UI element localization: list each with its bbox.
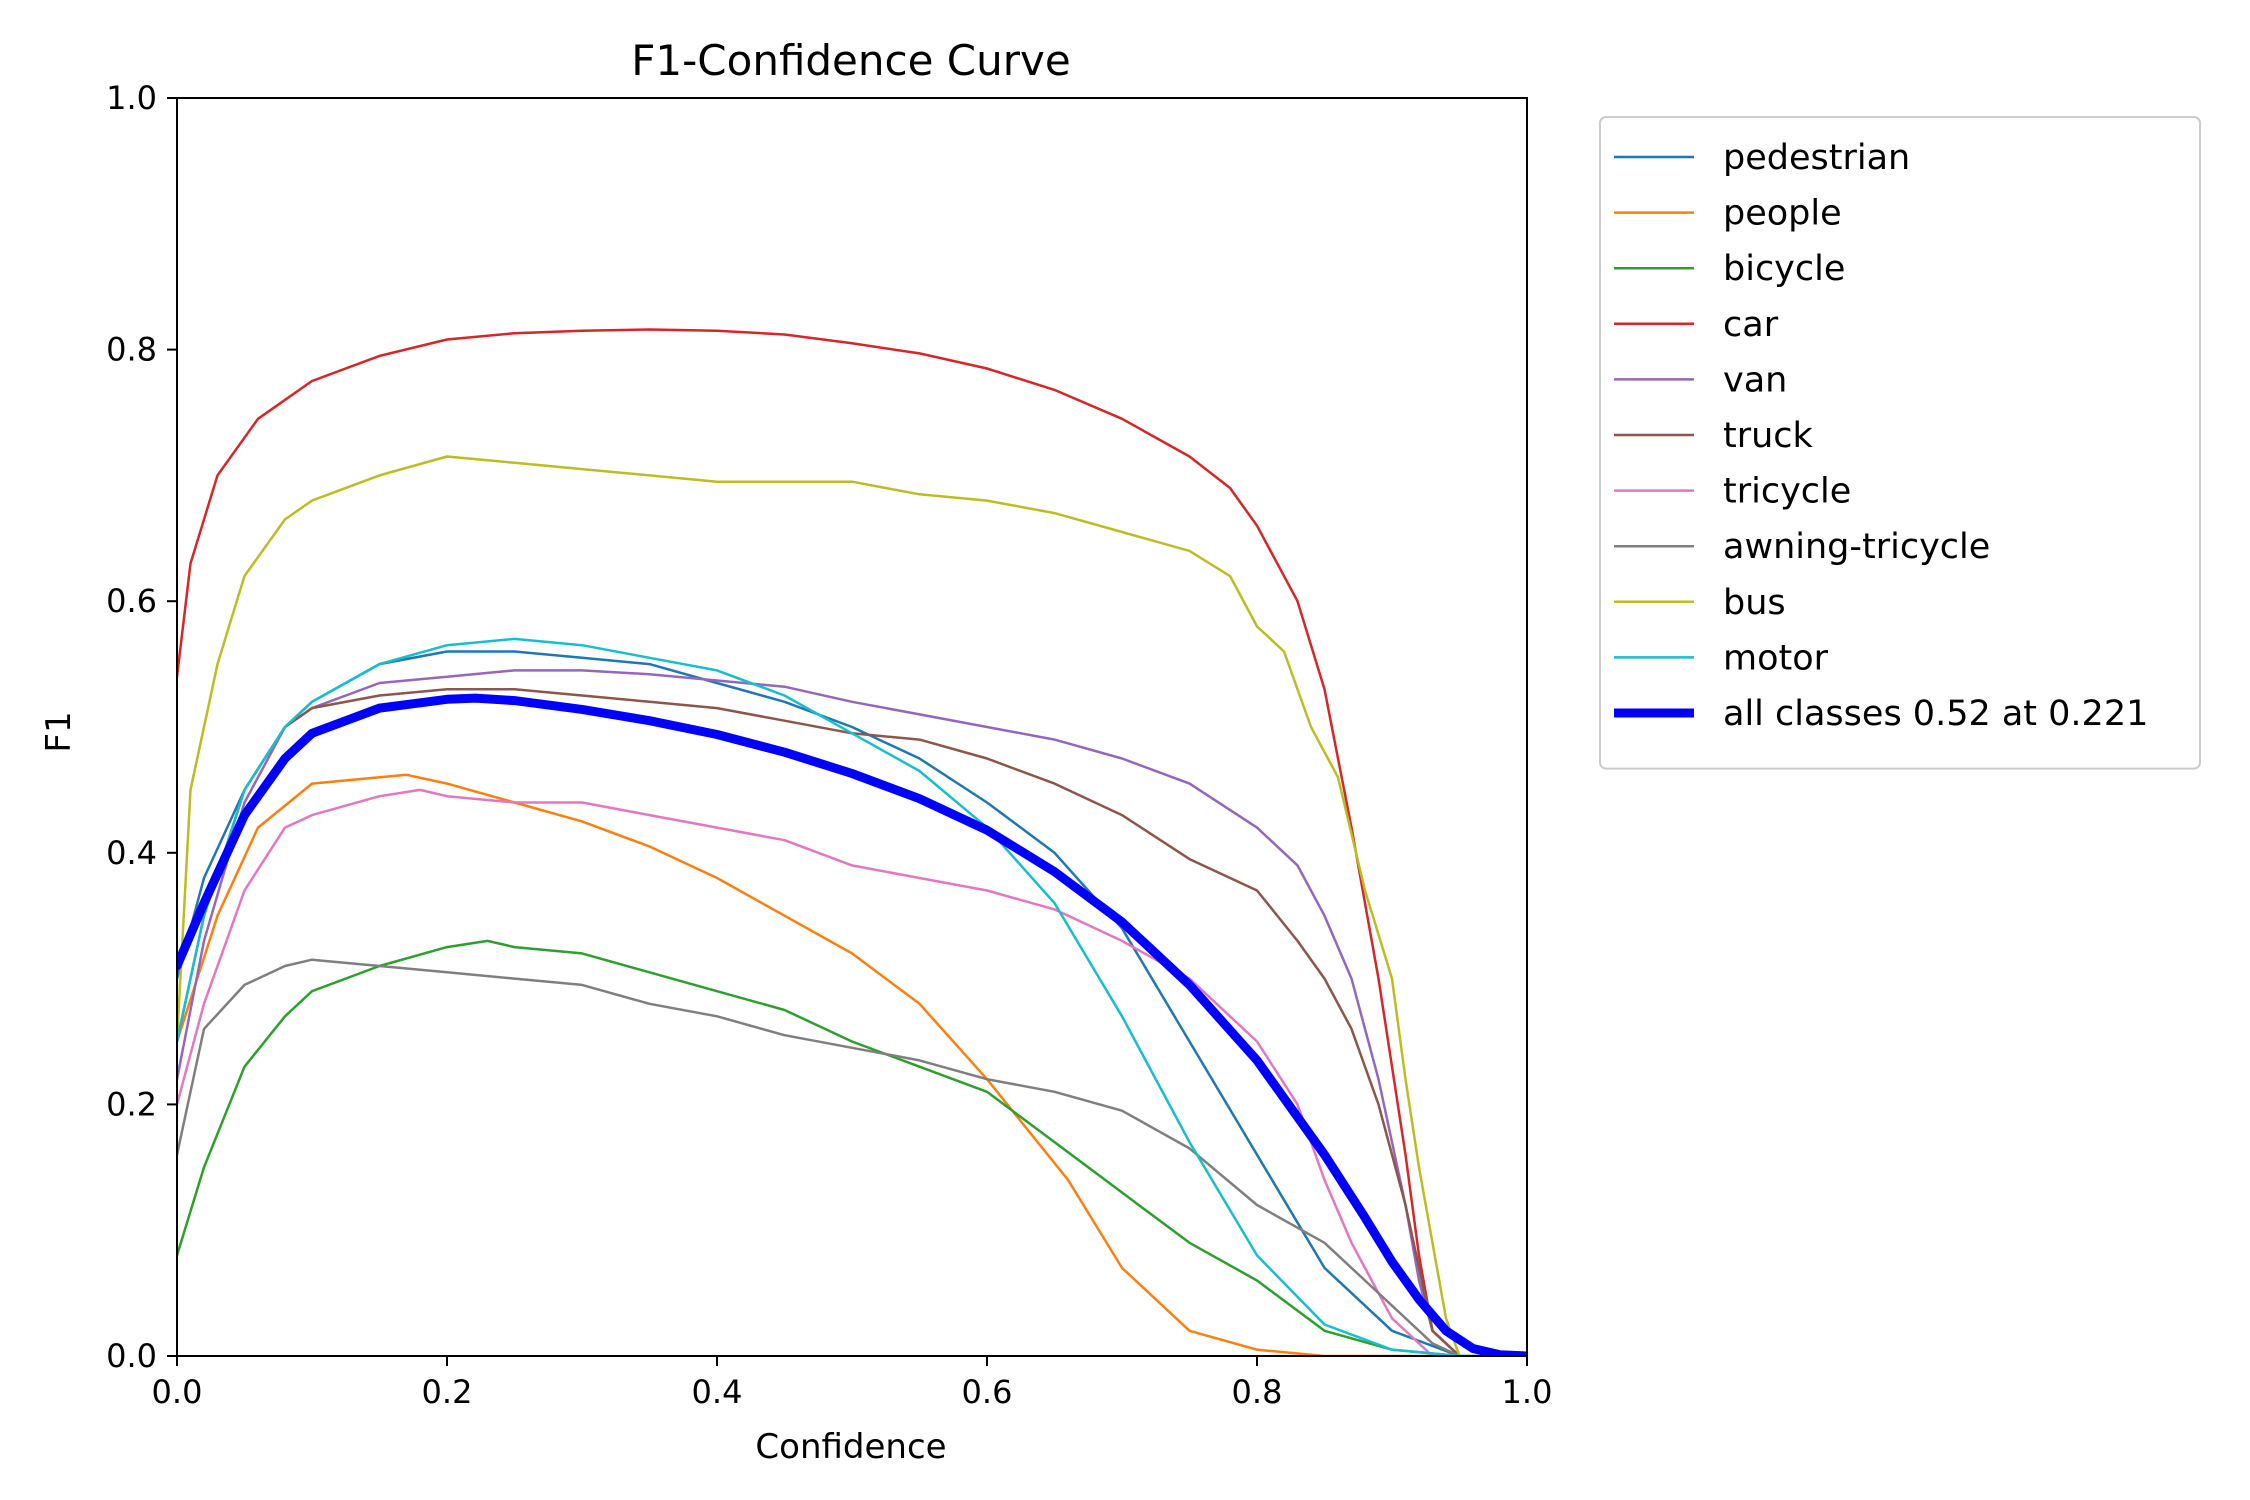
series-line-motor [177, 637, 1527, 1356]
legend-entry: bicycle [1723, 249, 1845, 289]
plot-frame [176, 97, 1528, 1357]
legend-entry: motor [1723, 638, 1829, 678]
legend-entry: truck [1723, 416, 1814, 456]
series-line-bicycle [177, 939, 1527, 1356]
x-tick-label: 0.0 [152, 1373, 203, 1411]
legend-entry: van [1723, 360, 1787, 400]
legend-box [1599, 116, 2201, 770]
series-line-all [177, 693, 1527, 1356]
legend-entry: people [1723, 194, 1842, 234]
series-line-tricycle [177, 788, 1527, 1356]
x-axis-ticks: 0.0 0.2 0.4 0.6 0.8 1.0 [152, 1356, 1553, 1411]
series-line-car [177, 328, 1527, 1356]
y-tick-label: 0.0 [106, 1337, 157, 1375]
x-tick-label: 0.6 [962, 1373, 1013, 1411]
y-tick-label: 0.8 [106, 331, 157, 369]
plot-area [176, 97, 1528, 1357]
legend-entry: tricycle [1723, 472, 1851, 512]
y-tick-label: 1.0 [106, 79, 157, 117]
legend-entry: car [1723, 305, 1779, 345]
x-tick-label: 0.4 [692, 1373, 743, 1411]
series-line-awning-tricycle [177, 958, 1527, 1356]
chart-title: F1-Confidence Curve [631, 36, 1070, 85]
legend-entry: bus [1723, 583, 1786, 623]
legend: pedestrian people bicycle car van truck tricyc… [1599, 116, 2201, 770]
x-tick-label: 0.8 [1232, 1373, 1283, 1411]
x-axis-label: Confidence [755, 1427, 946, 1467]
legend-entry: pedestrian [1723, 138, 1910, 178]
x-tick-label: 0.2 [422, 1373, 473, 1411]
y-axis-label: F1 [39, 711, 79, 752]
series-line-people [177, 773, 1527, 1356]
y-tick-label: 0.6 [106, 582, 157, 620]
x-tick-label: 1.0 [1502, 1373, 1553, 1411]
series-line-van [177, 669, 1527, 1356]
series-line-bus [177, 455, 1527, 1356]
y-axis-ticks: 0.0 0.2 0.4 0.6 0.8 1.0 [106, 79, 177, 1375]
series-lines [177, 328, 1527, 1356]
y-tick-label: 0.2 [106, 1085, 157, 1123]
series-line-pedestrian [177, 650, 1527, 1356]
series-line-truck [177, 688, 1527, 1356]
legend-entry: awning-tricycle [1723, 527, 1990, 567]
legend-entry: all classes 0.52 at 0.221 [1723, 694, 2148, 734]
y-tick-label: 0.4 [106, 834, 157, 872]
